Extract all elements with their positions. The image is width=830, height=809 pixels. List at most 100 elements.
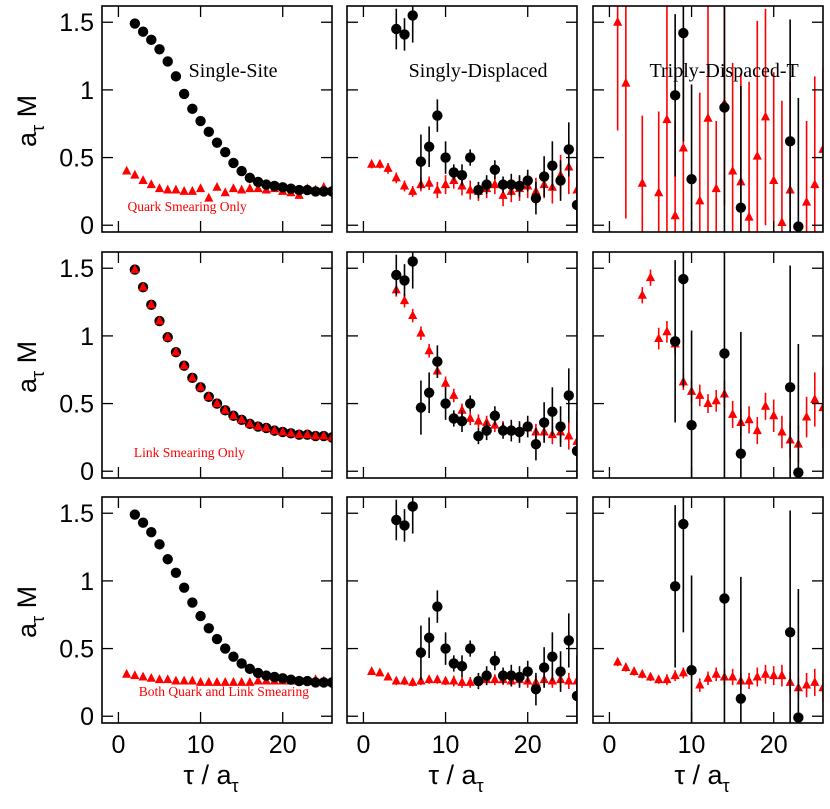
- triangle-point: [654, 187, 664, 197]
- circle-point: [784, 627, 796, 638]
- circle-point: [236, 165, 247, 177]
- circle-point: [547, 406, 558, 417]
- circle-point: [228, 157, 239, 169]
- triangle-point: [801, 679, 812, 689]
- panel-frame: [592, 5, 824, 233]
- triangle-point: [703, 672, 713, 682]
- circle-point: [252, 667, 264, 679]
- triangle-point: [457, 404, 467, 414]
- triangle-point: [777, 217, 787, 226]
- panel-frame: [346, 496, 578, 724]
- triangle-point: [711, 183, 721, 193]
- panel-frame: [101, 496, 333, 724]
- panel-r0-c2: Triply-Dispaced-T: [592, 5, 824, 233]
- triangle-point: [195, 381, 206, 391]
- circle-point: [415, 156, 427, 167]
- triangle-point: [179, 360, 189, 370]
- triangle-point: [769, 175, 779, 185]
- plot-area: [367, 6, 577, 232]
- y-tick-label: 0.5: [59, 391, 94, 419]
- triangle-point: [245, 677, 255, 686]
- triangle-point: [711, 395, 721, 405]
- circle-point: [489, 164, 501, 175]
- triangle-point: [818, 144, 823, 153]
- triangle-point: [383, 162, 393, 172]
- circle-point: [719, 348, 730, 359]
- triangle-point: [399, 675, 410, 685]
- triangle-point: [621, 77, 631, 87]
- circle-point: [399, 275, 410, 286]
- triangle-point: [130, 670, 140, 680]
- circle-point: [277, 673, 288, 684]
- circle-point: [555, 666, 566, 677]
- triangle-point: [810, 179, 820, 189]
- circle-point: [563, 390, 574, 401]
- triangle-point: [220, 404, 230, 414]
- triangle-point: [228, 410, 239, 420]
- circle-point: [514, 426, 525, 438]
- circle-point: [473, 430, 484, 442]
- circle-point: [423, 141, 435, 152]
- triangle-point: [769, 410, 779, 420]
- x-axis-label: τ / aτ: [183, 760, 238, 796]
- circle-point: [784, 136, 796, 147]
- triangle-point: [253, 675, 263, 685]
- triangle-point: [777, 670, 787, 680]
- y-axis-label: aτ M: [12, 586, 48, 638]
- triangle-point: [122, 668, 132, 678]
- circle-point: [530, 683, 542, 695]
- circle-point: [137, 26, 149, 37]
- triangle-point: [302, 429, 312, 439]
- triangle-point: [220, 677, 230, 686]
- panel-frame: [592, 496, 824, 724]
- circle-point: [448, 167, 459, 178]
- circle-point: [793, 712, 804, 723]
- triangle-point: [187, 186, 197, 195]
- triangle-point: [163, 674, 173, 684]
- triangle-point: [204, 677, 214, 686]
- circle-point: [154, 539, 165, 550]
- circle-point: [489, 410, 501, 421]
- panels-layer: 0 0.5 1 1.5 Single-Site Quark Smearing Only Si…: [59, 5, 824, 759]
- circle-point: [211, 633, 223, 645]
- circle-point: [686, 420, 697, 431]
- circle-point: [571, 199, 577, 211]
- triangle-point: [171, 184, 181, 194]
- triangle-point: [212, 181, 222, 191]
- circle-point: [326, 677, 332, 688]
- panel-r1-c0: 0 0.5 1 1.5 Link Smearing Only: [59, 251, 333, 486]
- circle-point: [244, 663, 256, 675]
- circle-point: [514, 671, 525, 683]
- circle-point: [261, 670, 272, 681]
- circle-point: [129, 509, 141, 520]
- circle-point: [391, 514, 402, 526]
- circle-point: [448, 413, 459, 424]
- triangle-point: [457, 677, 467, 686]
- circle-point: [203, 623, 214, 634]
- circle-point: [735, 202, 747, 213]
- circle-point: [719, 102, 730, 113]
- circle-point: [203, 126, 214, 138]
- triangle-point: [391, 675, 401, 685]
- circle-point: [391, 23, 402, 35]
- circle-point: [399, 29, 410, 40]
- circle-point: [497, 670, 509, 681]
- circle-point: [530, 192, 542, 204]
- circle-point: [506, 670, 517, 681]
- circle-point: [302, 184, 313, 196]
- circle-point: [170, 567, 182, 578]
- triangle-point: [204, 391, 214, 401]
- circle-point: [530, 438, 542, 450]
- triangle-point: [465, 677, 475, 686]
- circle-point: [489, 655, 501, 666]
- circle-point: [456, 169, 468, 181]
- triangle-point: [278, 426, 288, 436]
- triangle-point: [424, 345, 434, 355]
- triangle-point: [818, 682, 823, 692]
- y-tick-label: 1: [80, 568, 94, 596]
- circle-point: [547, 651, 558, 662]
- plot-area: [613, 6, 823, 232]
- triangle-point: [146, 179, 156, 189]
- circle-point: [571, 690, 577, 702]
- triangle-point: [490, 674, 500, 684]
